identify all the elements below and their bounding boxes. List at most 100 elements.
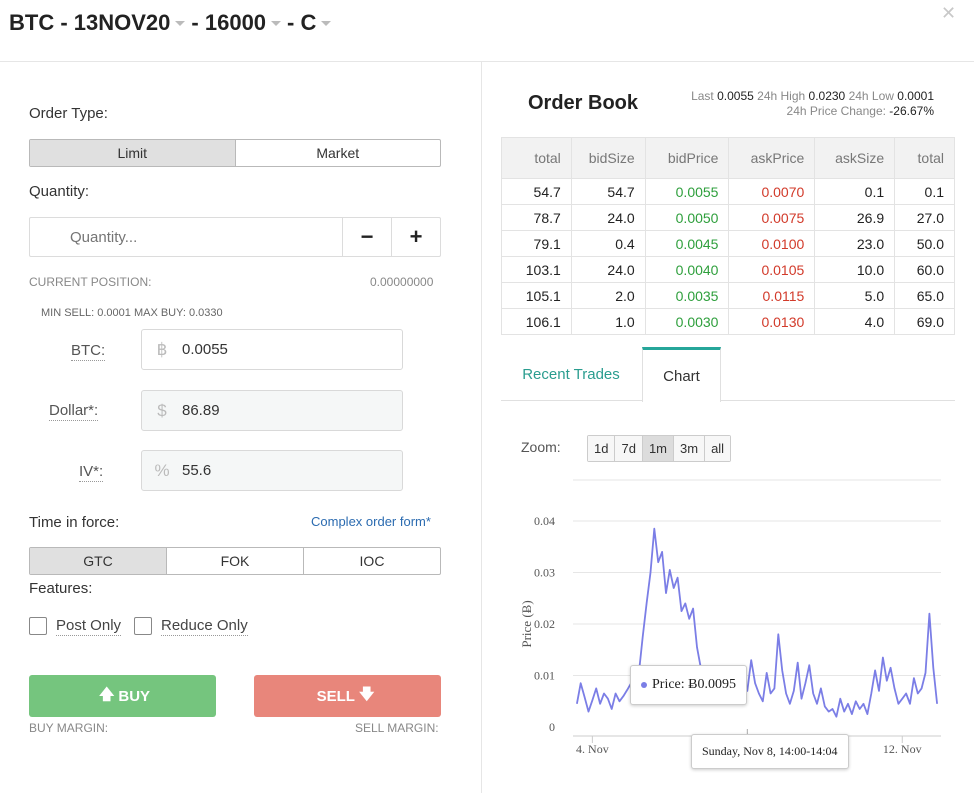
col-bid-size[interactable]: bidSize — [570, 137, 646, 179]
expiry-select[interactable]: 13NOV20 — [73, 10, 171, 35]
table-cell[interactable]: 65.0 — [894, 282, 955, 309]
x-tick-label: 12. Nov — [883, 742, 922, 756]
complex-order-form-link[interactable]: Complex order form* — [311, 514, 431, 529]
option-type-select[interactable]: C — [300, 10, 317, 35]
table-cell[interactable]: 0.0130 — [728, 308, 816, 335]
zoom-1m-button[interactable]: 1m — [642, 436, 674, 461]
post-only-label[interactable]: Post Only — [56, 617, 122, 636]
last-label: Last — [691, 89, 714, 103]
table-cell[interactable]: 23.0 — [814, 230, 896, 257]
quantity-input[interactable] — [30, 218, 342, 256]
table-cell[interactable]: 54.7 — [570, 178, 646, 205]
table-cell[interactable]: 54.7 — [501, 178, 572, 205]
zoom-1d-button[interactable]: 1d — [588, 436, 616, 461]
table-row[interactable]: 106.1 1.0 0.0030 0.0130 4.0 69.0 — [501, 308, 955, 335]
iv-field[interactable]: % 55.6 — [141, 450, 403, 491]
table-cell[interactable]: 0.0045 — [644, 230, 730, 257]
sell-button[interactable]: SELL 🡇 — [254, 675, 441, 717]
price-chart[interactable]: 0 0.01 0.02 0.03 0.04 4. Nov 12. Nov Price (Ƀ) … — [501, 470, 955, 770]
buy-label: BUY — [118, 687, 151, 705]
table-cell[interactable]: 24.0 — [570, 204, 646, 231]
table-cell[interactable]: 0.0075 — [728, 204, 816, 231]
table-cell[interactable]: 79.1 — [501, 230, 572, 257]
tif-fok[interactable]: FOK — [167, 548, 304, 574]
tab-recent-trades[interactable]: Recent Trades — [522, 365, 620, 383]
trades-chart-tabs: Recent Trades Chart — [501, 347, 955, 402]
price-change-label: 24h Price Change: — [786, 104, 886, 118]
quantity-decrement-button[interactable]: − — [342, 218, 391, 256]
table-cell[interactable]: 0.0100 — [728, 230, 816, 257]
table-cell[interactable]: 105.1 — [501, 282, 572, 309]
table-cell[interactable]: 4.0 — [814, 308, 896, 335]
table-cell[interactable]: 0.0030 — [644, 308, 730, 335]
table-cell[interactable]: 60.0 — [894, 256, 955, 283]
table-row[interactable]: 54.7 54.7 0.0055 0.0070 0.1 0.1 — [501, 178, 955, 205]
price-tooltip-text: Price: Ƀ0.0095 — [652, 677, 736, 692]
option-type-caret-icon[interactable] — [321, 20, 332, 26]
close-icon[interactable]: ✕ — [941, 3, 957, 23]
order-type-market[interactable]: Market — [316, 145, 360, 161]
dollar-amount-value[interactable]: 86.89 — [182, 402, 220, 419]
table-cell[interactable]: 0.0040 — [644, 256, 730, 283]
buy-button[interactable]: 🡅 BUY — [29, 675, 216, 717]
quantity-increment-button[interactable]: + — [391, 218, 440, 256]
zoom-3m-button[interactable]: 3m — [674, 436, 706, 461]
post-only-checkbox[interactable] — [29, 617, 47, 635]
col-bid-total[interactable]: total — [501, 137, 572, 179]
zoom-all-button[interactable]: all — [705, 436, 731, 461]
y-tick-label: 0.01 — [534, 669, 555, 683]
table-cell[interactable]: 27.0 — [894, 204, 955, 231]
reduce-only-checkbox[interactable] — [134, 617, 152, 635]
table-cell[interactable]: 69.0 — [894, 308, 955, 335]
price-chart-svg[interactable]: 0 0.01 0.02 0.03 0.04 4. Nov 12. Nov Price (Ƀ) — [501, 470, 955, 770]
col-bid-price[interactable]: bidPrice — [644, 137, 730, 179]
table-cell[interactable]: 0.4 — [570, 230, 646, 257]
btc-amount-value[interactable]: 0.0055 — [182, 341, 228, 358]
table-row[interactable]: 79.1 0.4 0.0045 0.0100 23.0 50.0 — [501, 230, 955, 257]
time-in-force-toggle: GTC FOK IOC — [29, 547, 441, 575]
tab-chart[interactable]: Chart — [642, 347, 721, 402]
table-cell[interactable]: 0.0115 — [728, 282, 816, 309]
zoom-7d-button[interactable]: 7d — [615, 436, 643, 461]
reduce-only-label[interactable]: Reduce Only — [161, 617, 248, 636]
table-row[interactable]: 103.1 24.0 0.0040 0.0105 10.0 60.0 — [501, 256, 955, 283]
table-cell[interactable]: 24.0 — [570, 256, 646, 283]
table-cell[interactable]: 1.0 — [570, 308, 646, 335]
table-cell[interactable]: 0.0055 — [644, 178, 730, 205]
dialog-header: BTC - 13NOV20 - 16000 - C ✕ — [0, 0, 974, 62]
table-cell[interactable]: 0.0035 — [644, 282, 730, 309]
tif-ioc[interactable]: IOC — [359, 553, 385, 569]
table-cell[interactable]: 10.0 — [814, 256, 896, 283]
table-cell[interactable]: 0.0105 — [728, 256, 816, 283]
order-type-toggle: Limit Market — [29, 139, 441, 167]
iv-value[interactable]: 55.6 — [182, 462, 212, 479]
dollar-amount-field[interactable]: $ 86.89 — [141, 390, 403, 431]
date-tooltip: Sunday, Nov 8, 14:00-14:04 — [691, 734, 849, 769]
table-cell[interactable]: 5.0 — [814, 282, 896, 309]
table-cell[interactable]: 103.1 — [501, 256, 572, 283]
table-cell[interactable]: 0.1 — [814, 178, 896, 205]
strike-select[interactable]: 16000 — [204, 10, 267, 35]
arrow-up-icon: 🡅 — [98, 685, 115, 703]
table-cell[interactable]: 0.0050 — [644, 204, 730, 231]
table-cell[interactable]: 26.9 — [814, 204, 896, 231]
expiry-caret-icon[interactable] — [175, 20, 186, 26]
table-cell[interactable]: 2.0 — [570, 282, 646, 309]
market-stats: Last 0.0055 24h High 0.0230 24h Low 0.00… — [691, 89, 934, 119]
strike-caret-icon[interactable] — [271, 20, 282, 26]
table-cell[interactable]: 106.1 — [501, 308, 572, 335]
sell-label: SELL — [316, 687, 355, 705]
col-ask-size[interactable]: askSize — [814, 137, 896, 179]
table-cell[interactable]: 0.1 — [894, 178, 955, 205]
table-row[interactable]: 105.1 2.0 0.0035 0.0115 5.0 65.0 — [501, 282, 955, 309]
order-type-limit[interactable]: Limit — [30, 140, 236, 166]
btc-amount-field[interactable]: ฿ 0.0055 — [141, 329, 403, 370]
col-ask-total[interactable]: total — [894, 137, 955, 179]
col-ask-price[interactable]: askPrice — [728, 137, 816, 179]
tif-gtc[interactable]: GTC — [30, 548, 167, 574]
table-cell[interactable]: 78.7 — [501, 204, 572, 231]
table-cell[interactable]: 50.0 — [894, 230, 955, 257]
table-row[interactable]: 78.7 24.0 0.0050 0.0075 26.9 27.0 — [501, 204, 955, 231]
table-cell[interactable]: 0.0070 — [728, 178, 816, 205]
y-tick-label: 0 — [549, 720, 555, 734]
